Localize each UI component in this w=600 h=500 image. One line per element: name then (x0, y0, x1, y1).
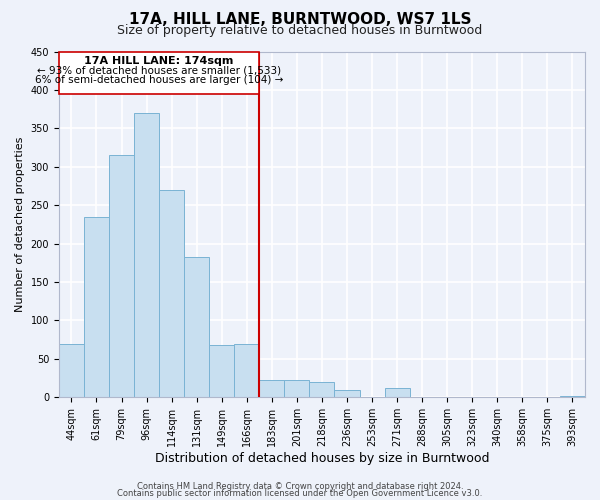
Text: Contains HM Land Registry data © Crown copyright and database right 2024.: Contains HM Land Registry data © Crown c… (137, 482, 463, 491)
Bar (84, 216, 109, 398)
Bar (159, 190, 184, 398)
Bar (234, 344, 259, 398)
Bar (560, 396, 585, 398)
Bar (134, 113, 159, 398)
Bar (184, 256, 209, 398)
Bar (59, 52, 259, 94)
Bar (209, 345, 234, 398)
Text: 17A, HILL LANE, BURNTWOOD, WS7 1LS: 17A, HILL LANE, BURNTWOOD, WS7 1LS (129, 12, 471, 28)
Y-axis label: Number of detached properties: Number of detached properties (15, 136, 25, 312)
Bar (59, 344, 84, 398)
Bar (385, 388, 410, 398)
Text: ← 93% of detached houses are smaller (1,533): ← 93% of detached houses are smaller (1,… (37, 66, 281, 76)
Text: Contains public sector information licensed under the Open Government Licence v3: Contains public sector information licen… (118, 488, 482, 498)
Bar (109, 156, 134, 398)
Bar (334, 390, 359, 398)
Text: 17A HILL LANE: 174sqm: 17A HILL LANE: 174sqm (85, 56, 234, 66)
X-axis label: Distribution of detached houses by size in Burntwood: Distribution of detached houses by size … (155, 452, 489, 465)
Bar (284, 380, 310, 398)
Bar (310, 382, 334, 398)
Text: Size of property relative to detached houses in Burntwood: Size of property relative to detached ho… (118, 24, 482, 37)
Bar (259, 380, 284, 398)
Text: 6% of semi-detached houses are larger (104) →: 6% of semi-detached houses are larger (1… (35, 74, 283, 85)
